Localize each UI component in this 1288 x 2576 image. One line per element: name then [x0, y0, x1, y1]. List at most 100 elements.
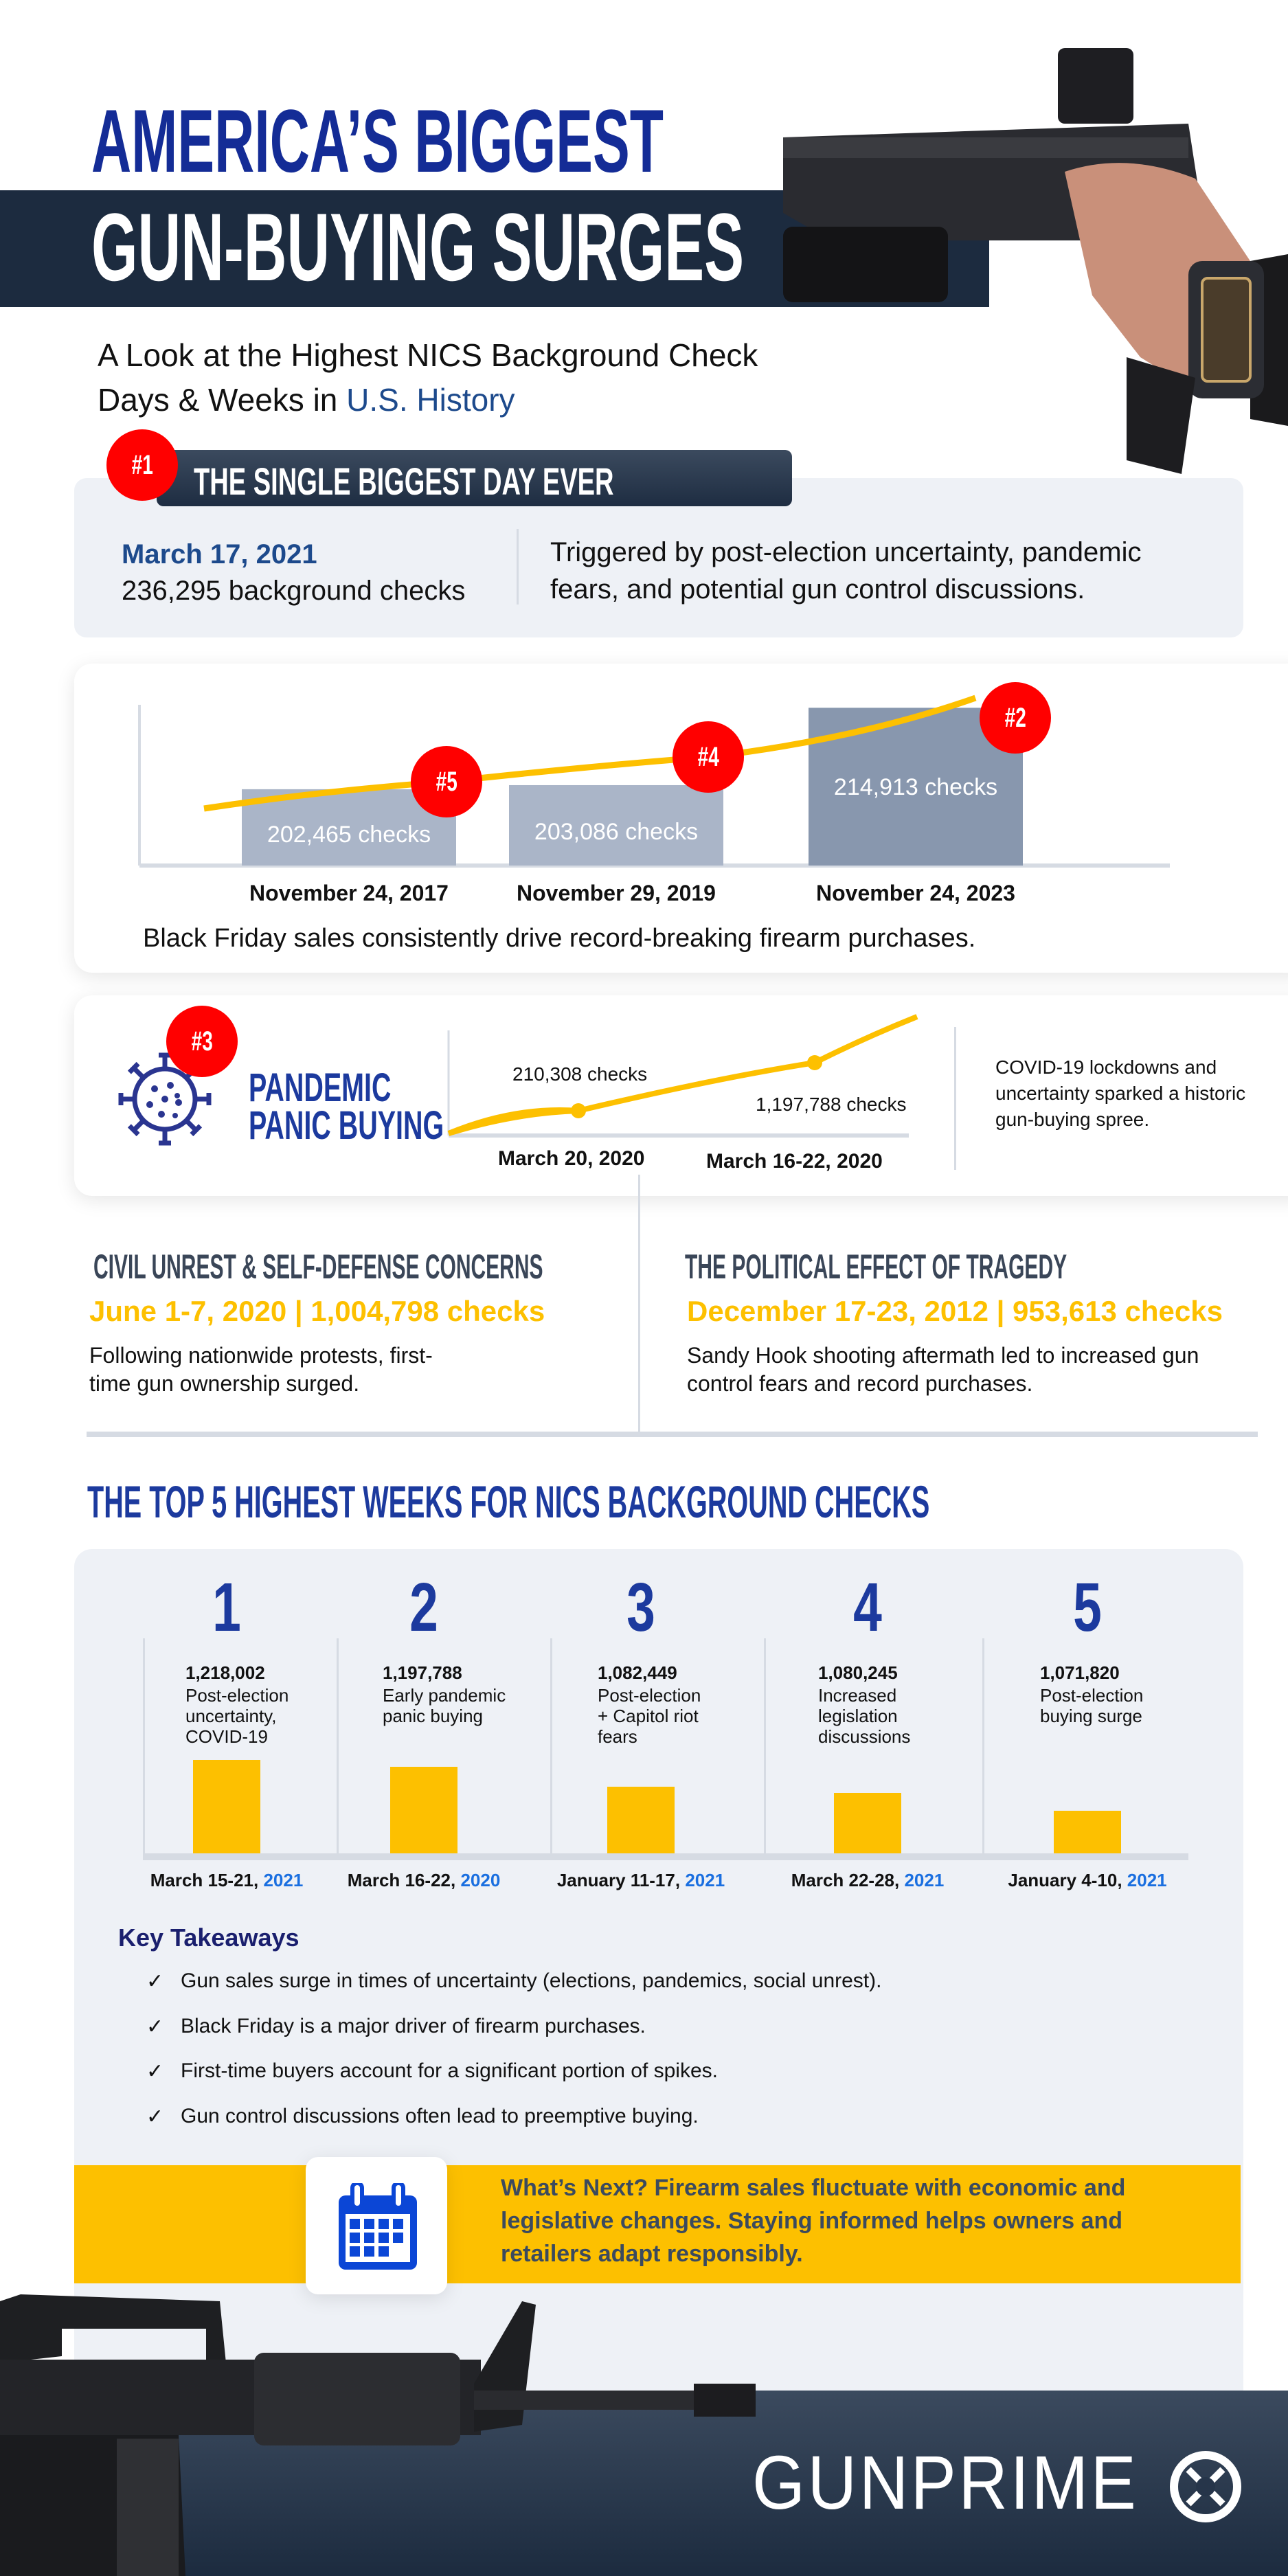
top5-description: buying surge — [1040, 1706, 1142, 1726]
page-title-line2: GUN-BUYING SURGES — [91, 199, 1144, 295]
pandemic-divider — [954, 1027, 956, 1170]
top5-column-divider — [764, 1638, 766, 1853]
subtitle-highlight: U.S. History — [346, 382, 515, 418]
rifle-image — [0, 2294, 756, 2576]
biggest-day-banner — [157, 450, 792, 506]
virus-spike-cap — [190, 1124, 203, 1137]
top5-year-text: 2020 — [460, 1870, 501, 1890]
check-icon: ✓ — [146, 2105, 164, 2128]
top5-value: 1,218,002 — [185, 1662, 265, 1683]
top5-heading-text: THE TOP 5 HIGHEST WEEKS FOR NICS BACKGRO… — [87, 1476, 930, 1527]
rank-badge-text: #4 — [697, 741, 719, 772]
bf-trend-line — [203, 694, 977, 812]
top5-description: + Capitol riot — [598, 1706, 699, 1726]
rank-badge-text: #5 — [436, 766, 457, 797]
pandemic-point-1 — [571, 1103, 586, 1118]
gunprime-logo: GUNPRIME — [752, 2445, 1182, 2521]
rank-badge-bf-2: #4 — [673, 721, 744, 793]
top5-description: COVID-19 — [185, 1726, 268, 1747]
top5-rank-number: 4 — [853, 1569, 882, 1646]
top5-card — [74, 1549, 1243, 2442]
black-friday-caption: Black Friday sales consistently drive re… — [143, 924, 976, 953]
top5-rank-number: 2 — [409, 1569, 438, 1646]
title-line1-text: AMERICA’S BIGGEST — [91, 91, 664, 191]
rank-badge-3: #3 — [166, 1006, 238, 1077]
top5-column-divider — [550, 1638, 552, 1853]
bf-bar-2 — [509, 784, 723, 866]
takeaway-item: Black Friday is a major driver of firear… — [181, 2015, 646, 2037]
top5-heading: THE TOP 5 HIGHEST WEEKS FOR NICS BACKGRO… — [87, 1476, 1288, 1528]
tragedy-heading: THE POLITICAL EFFECT OF TRAGEDY — [685, 1247, 1288, 1287]
whats-next-line2: legislative changes. Staying informed he… — [501, 2208, 1123, 2234]
pandemic-date-1: March 20, 2020 — [498, 1147, 645, 1170]
tragedy-stat: December 17-23, 2012 | 953,613 checks — [687, 1295, 1223, 1327]
tragedy-heading-text: THE POLITICAL EFFECT OF TRAGEDY — [685, 1247, 1067, 1286]
bf-bar-label: 214,913 checks — [833, 773, 998, 800]
black-friday-chart — [138, 694, 1170, 868]
top5-bar — [834, 1792, 901, 1853]
pandemic-description-3: gun-buying spree. — [995, 1109, 1150, 1130]
biggest-day-description-2: fears, and potential gun control discuss… — [550, 574, 1085, 605]
top5-year-text: 2021 — [685, 1870, 725, 1890]
top5-date-label: March 15-21, 2021 — [124, 1870, 330, 1891]
top5-date-label: January 4-10, 2021 — [984, 1870, 1190, 1891]
top5-description: Post-election — [598, 1685, 701, 1706]
biggest-day-description-1: Triggered by post-election uncertainty, … — [550, 537, 1142, 567]
biggest-day-divider — [517, 529, 519, 605]
top5-date-text: January 4-10, — [1008, 1870, 1127, 1890]
top5-bar — [1054, 1811, 1121, 1853]
biggest-day-checks: 236,295 background checks — [122, 576, 466, 606]
civil-unrest-stat: June 1-7, 2020 | 1,004,798 checks — [89, 1295, 545, 1327]
gunprime-logo-text: GUNPRIME — [752, 2441, 1139, 2525]
title-line2-text: GUN-BUYING SURGES — [91, 193, 745, 301]
rank-badge-bf-1: #5 — [411, 746, 482, 817]
top5-year-text: 2021 — [904, 1870, 945, 1890]
calendar-icon-box — [306, 2157, 447, 2294]
top5-date-text: March 22-28, — [791, 1870, 905, 1890]
biggest-day-date: March 17, 2021 — [122, 539, 317, 569]
civil-unrest-body-1: Following nationwide protests, first- — [89, 1343, 433, 1368]
takeaway-item: Gun control discussions often lead to pr… — [181, 2105, 699, 2127]
pandemic-trend-line-start — [447, 1108, 579, 1136]
top5-description: panic buying — [383, 1706, 483, 1726]
bf-bar-label: 203,086 checks — [534, 819, 699, 846]
whats-next-line3: retailers adapt responsibly. — [501, 2241, 803, 2267]
rank-badge-1: #1 — [106, 429, 178, 501]
virus-spike-cap — [127, 1124, 140, 1137]
top5-bar — [607, 1786, 675, 1853]
takeaway-item: Gun sales surge in times of uncertainty … — [181, 1969, 882, 1992]
biggest-day-heading: THE SINGLE BIGGEST DAY EVER — [194, 459, 811, 504]
rank-badge-1-text: #1 — [131, 449, 153, 480]
pandemic-point-label-1: 210,308 checks — [512, 1063, 648, 1085]
top5-bar — [193, 1760, 260, 1853]
check-icon: ✓ — [146, 1970, 164, 1993]
top5-date-label: January 11-17, 2021 — [538, 1870, 744, 1891]
top5-description: legislation — [818, 1706, 898, 1726]
tragedy-body-1: Sandy Hook shooting aftermath led to inc… — [687, 1343, 1199, 1368]
bf-date-label: November 29, 2019 — [517, 881, 716, 905]
top5-description: fears — [598, 1726, 637, 1747]
pandemic-title-2: PANIC BUYING — [249, 1103, 536, 1149]
pandemic-description-2: uncertainty sparked a historic — [995, 1083, 1246, 1104]
subtitle-prefix: Days & Weeks in — [98, 382, 347, 418]
check-icon: ✓ — [146, 2015, 164, 2038]
top5-description: Post-election — [1040, 1685, 1144, 1706]
top5-date-text: January 11-17, — [556, 1870, 686, 1890]
pandemic-point-2 — [807, 1055, 822, 1070]
tragedy-body-2: control fears and record purchases. — [687, 1371, 1033, 1396]
civil-unrest-heading-text: CIVIL UNREST & SELF-DEFENSE CONCERNS — [93, 1247, 543, 1286]
whats-next-line1: What’s Next? Firearm sales fluctuate wit… — [501, 2175, 1126, 2201]
rank-badge-text: #2 — [1004, 702, 1026, 733]
top5-description: Post-election — [185, 1685, 289, 1706]
top5-description: discussions — [818, 1726, 911, 1747]
pandemic-date-2: March 16-22, 2020 — [706, 1150, 883, 1173]
top5-date-label: March 22-28, 2021 — [765, 1870, 971, 1891]
top5-description: Early pandemic — [383, 1685, 506, 1706]
top5-description: uncertainty, — [185, 1706, 277, 1726]
top5-year-text: 2021 — [263, 1870, 304, 1890]
crosshair-logo-icon — [1170, 2451, 1241, 2522]
civil-unrest-heading: CIVIL UNREST & SELF-DEFENSE CONCERNS — [93, 1247, 843, 1287]
top5-rank-number: 1 — [212, 1569, 241, 1646]
rank-badge-bf-3: #2 — [980, 682, 1051, 754]
pandemic-point-label-2: 1,197,788 checks — [756, 1094, 907, 1115]
